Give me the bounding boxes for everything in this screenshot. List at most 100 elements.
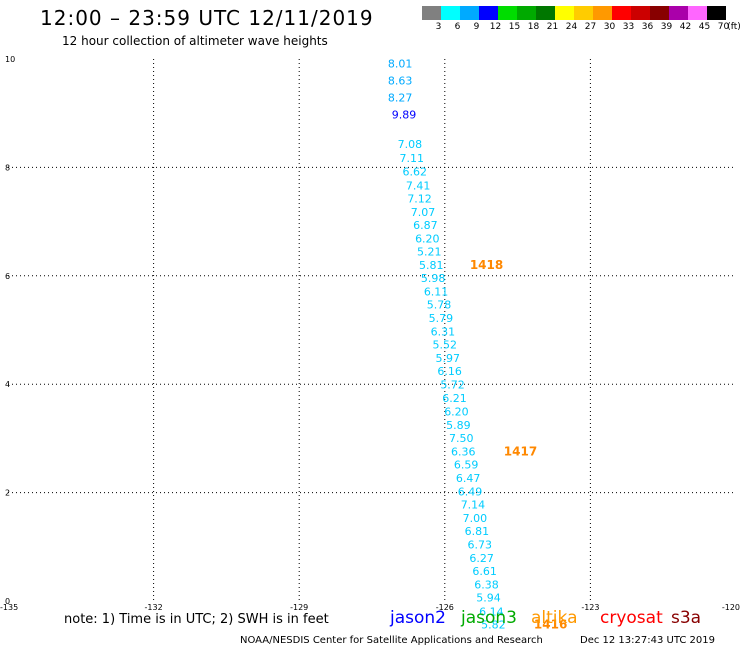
wave-height-label: 7.50	[449, 432, 474, 445]
wave-height-label: 6.73	[467, 539, 492, 552]
color-swatch	[688, 6, 707, 20]
wave-height-label: 6.61	[472, 565, 497, 578]
wave-height-label: 6.27	[469, 552, 494, 565]
page-title: 12:00 – 23:59 UTC 12/11/2019	[40, 6, 374, 30]
wave-height-label: 6.11	[424, 286, 449, 299]
wave-height-label: 5.79	[429, 312, 454, 325]
color-scale-label: 3	[435, 22, 442, 32]
color-scale-label: 33	[622, 22, 635, 32]
grid-layer	[8, 59, 736, 601]
x-tick-label: -126	[436, 603, 454, 612]
wave-height-label: 5.52	[433, 339, 458, 352]
pass-time-label: 1416	[534, 617, 567, 631]
color-swatch	[574, 6, 593, 20]
x-tick-label: -120	[722, 603, 740, 612]
mission-label-s3a: s3a	[671, 608, 702, 628]
color-swatch	[555, 6, 574, 20]
wave-height-label: 7.00	[463, 512, 488, 525]
x-tick-label: -135	[0, 603, 18, 612]
pass-time-label: 1418	[470, 258, 503, 272]
mission-label-altika: altika	[531, 608, 578, 628]
y-tick-label: 0	[5, 597, 10, 606]
wave-height-label: 6.62	[402, 166, 427, 179]
color-swatch	[460, 6, 479, 20]
color-scale-label: 45	[698, 22, 711, 32]
color-scale-label: 39	[660, 22, 673, 32]
wave-height-label: 5.97	[435, 352, 460, 365]
y-tick-label: 10	[5, 55, 15, 64]
y-tick-label: 2	[5, 489, 10, 498]
color-scale-label: 30	[603, 22, 616, 32]
color-swatch	[669, 6, 688, 20]
wave-height-label: 7.08	[398, 138, 423, 151]
color-swatch	[479, 6, 498, 20]
wave-height-label: 5.78	[427, 299, 452, 312]
y-tick-label: 6	[5, 272, 10, 281]
wave-height-label: 7.14	[461, 499, 486, 512]
color-scale-label: 12	[489, 22, 502, 32]
wave-height-label: 8.27	[388, 91, 413, 104]
color-scale-label: 9	[473, 22, 480, 32]
wave-height-label: 6.20	[444, 405, 469, 418]
wave-height-label: 6.59	[454, 458, 479, 471]
wave-height-label: 6.16	[437, 365, 462, 378]
wave-height-label: 5.81	[419, 259, 444, 272]
x-tick-label: -132	[145, 603, 163, 612]
color-scale-label: 70	[717, 22, 730, 32]
wave-height-label: 5.72	[440, 379, 465, 392]
color-swatch	[707, 6, 726, 20]
wave-height-label: 6.49	[458, 486, 483, 499]
color-scale-label: 21	[546, 22, 559, 32]
time-labels: 1418 1417 1416	[470, 258, 567, 631]
x-tick-label: -123	[581, 603, 599, 612]
axis-tick-labels: -135 -132 -129 -126 -123 -120 0 2 4 6 8 10	[0, 55, 740, 612]
color-scale-label: 36	[641, 22, 654, 32]
color-swatch	[612, 6, 631, 20]
color-swatch	[593, 6, 612, 20]
wave-height-label: 7.07	[411, 206, 436, 219]
pass-time-label: 1417	[504, 444, 537, 458]
generated-timestamp: Dec 12 13:27:43 UTC 2019	[580, 635, 715, 646]
y-tick-label: 8	[5, 163, 10, 172]
color-swatch	[650, 6, 669, 20]
wave-height-label: 6.47	[456, 472, 481, 485]
wave-height-label: 6.38	[474, 579, 499, 592]
wave-height-label: 6.20	[415, 232, 440, 245]
wave-height-label: 6.36	[451, 445, 476, 458]
color-scale-label: 24	[565, 22, 578, 32]
y-tick-label: 4	[5, 380, 10, 389]
wave-height-label: 5.89	[446, 419, 471, 432]
color-swatch	[631, 6, 650, 20]
wave-height-label: 6.81	[465, 525, 490, 538]
x-tick-label: -129	[290, 603, 308, 612]
mission-label-jason3: jason3	[461, 608, 517, 628]
data-labels: 8.01 8.63 8.27 9.89 7.087.116.627.417.127.07…	[388, 57, 506, 631]
page-subtitle: 12 hour collection of altimeter wave hei…	[62, 34, 328, 48]
mission-label-jason2: jason2	[390, 608, 446, 628]
wave-height-label: 6.31	[431, 326, 456, 339]
color-scale-label: 18	[527, 22, 540, 32]
wave-height-label: 6.87	[413, 219, 438, 232]
color-swatch	[517, 6, 536, 20]
mission-label-cryosat: cryosat	[600, 608, 663, 628]
color-swatch	[536, 6, 555, 20]
credit-text: NOAA/NESDIS Center for Satellite Applica…	[240, 635, 543, 646]
wave-height-label: 6.21	[442, 392, 467, 405]
color-scale-label: 27	[584, 22, 597, 32]
wave-height-label: 7.12	[407, 192, 432, 205]
color-scale-label: 15	[508, 22, 521, 32]
wave-height-label: 7.11	[400, 152, 425, 165]
wave-height-label: 7.41	[406, 179, 431, 192]
color-swatch	[441, 6, 460, 20]
wave-height-label: 8.01	[388, 57, 413, 70]
color-scale-label: 42	[679, 22, 692, 32]
color-swatch	[498, 6, 517, 20]
wave-height-label: 8.63	[388, 75, 413, 88]
color-scale-label: 6	[454, 22, 461, 32]
wave-height-label: 9.89	[392, 108, 417, 121]
wave-height-label: 5.21	[417, 245, 442, 258]
wave-height-label: 6.14	[479, 605, 504, 618]
color-scale-unit: (ft)	[727, 22, 740, 32]
wave-height-label: 5.82	[481, 618, 506, 631]
